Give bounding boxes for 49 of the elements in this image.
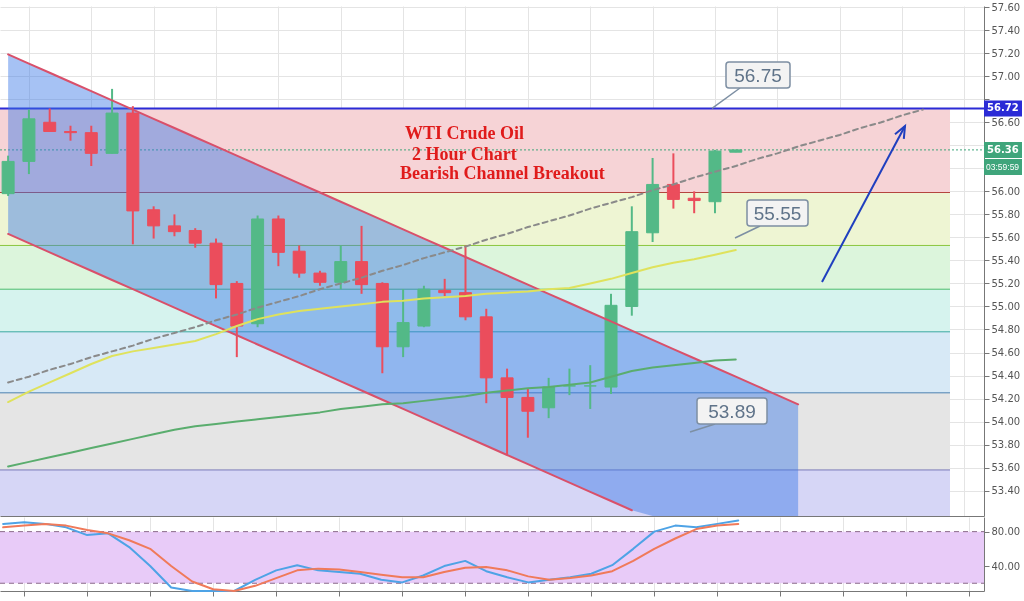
y-tick-label: 55.00 [991,300,1021,312]
text: 03:59:59 [986,162,1020,172]
y-tick-label: 53.80 [991,439,1021,451]
y-tick-label: 57.20 [991,47,1021,59]
line-series [7,108,924,384]
line-series [7,53,800,406]
y-tick-label: 54.60 [991,347,1021,359]
candlestick [687,190,701,215]
text: 2 Hour Chart [412,144,517,164]
candlestick [334,244,348,291]
candlestick [500,367,514,456]
candlestick [666,152,680,210]
y-tick-label: 80.00 [991,526,1021,538]
candlestick [355,224,369,295]
candlestick [542,376,556,420]
ref-line-label: 56.36 [987,143,1019,155]
line-series [7,249,737,404]
y-tick-label: 54.00 [991,416,1021,428]
y-tick-label: 40.00 [991,560,1021,572]
candlestick [167,213,181,238]
candlestick [583,364,597,410]
y-tick-label: 54.20 [991,393,1021,405]
y-tick-label: 55.80 [991,208,1021,220]
y-tick-label: 54.40 [991,370,1021,382]
y-tick-label: 57.00 [991,70,1021,82]
candlestick [84,124,98,168]
y-tick-label: 55.20 [991,277,1021,289]
annotation: 56.75 [734,65,782,86]
candlestick [147,205,161,240]
y-tick-label: 53.60 [991,462,1021,474]
text: WTI Crude Oil [405,123,525,143]
y-tick-label: 56.60 [991,116,1021,128]
candlestick [188,227,202,249]
y-tick-label: 57.60 [991,1,1021,13]
annotation: Bearish Channel Breakout [400,163,605,183]
ref-line-label: 56.72 [987,102,1019,114]
candlestick [292,244,306,279]
y-tick-label: 53.40 [991,485,1021,497]
annotation: 55.55 [753,203,802,224]
y-tick-label: 54.80 [991,324,1021,335]
y-tick-label: 55.60 [991,231,1021,243]
line-series [7,232,633,512]
y-tick-label: 56.00 [991,185,1021,197]
y-tick-label: 57.40 [991,24,1021,36]
y-tick-label: 55.40 [991,254,1021,266]
annotation: 53.89 [708,401,756,422]
candlestick [562,367,576,397]
candlestick [521,387,535,439]
candlestick [43,107,57,133]
